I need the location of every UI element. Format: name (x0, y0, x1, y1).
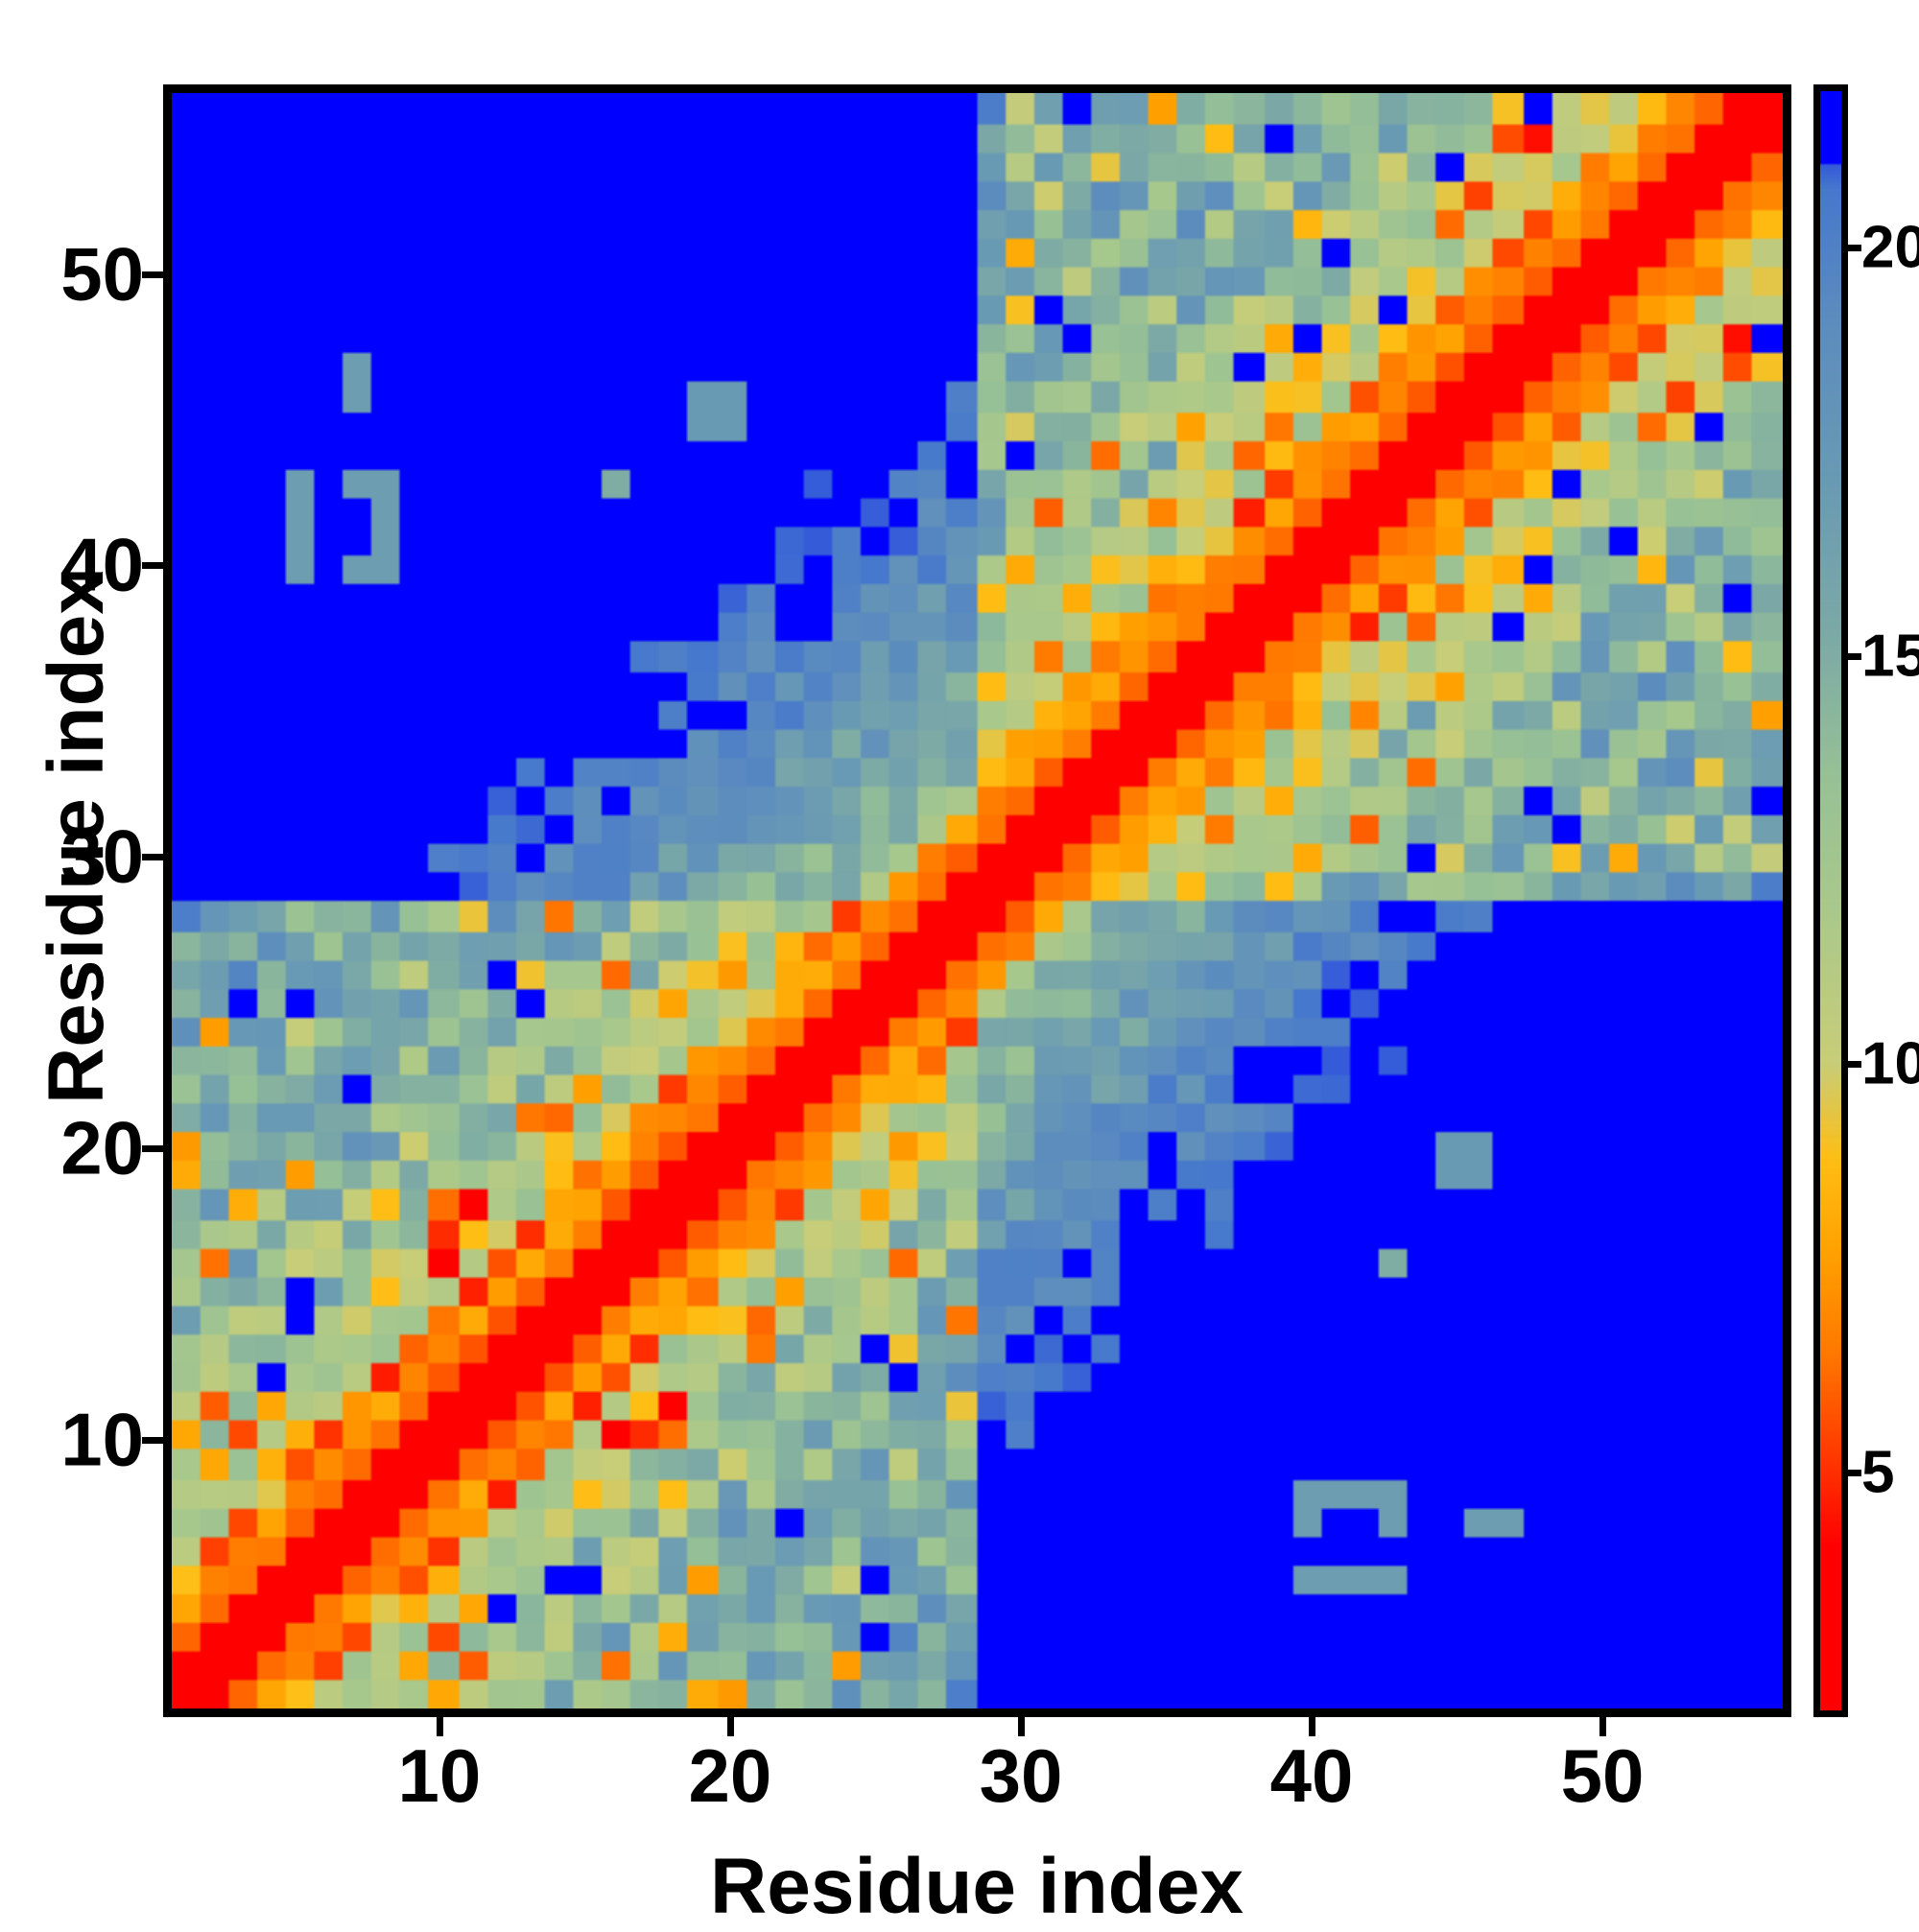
colorbar-tickmark (1846, 1469, 1861, 1476)
x-tick-label-10: 10 (397, 1733, 482, 1818)
colorbar-tick-label-20: 20 (1861, 214, 1919, 281)
contact-map-canvas (172, 93, 1783, 1708)
y-tickmark (142, 854, 163, 861)
x-tickmark (1599, 1717, 1607, 1736)
y-tick-label-20: 20 (60, 1105, 144, 1190)
y-tickmark (142, 271, 163, 278)
y-tickmark (142, 1437, 163, 1445)
x-tickmark (726, 1717, 734, 1736)
y-tick-label-30: 30 (60, 813, 144, 899)
y-tick-label-10: 10 (60, 1397, 144, 1482)
x-axis-title: Residue index (710, 1843, 1244, 1930)
colorbar-tick-label-10: 10 (1861, 1030, 1919, 1097)
x-tickmark (1308, 1717, 1315, 1736)
colorbar-tick-label-5: 5 (1861, 1439, 1895, 1506)
y-tickmark (142, 562, 163, 570)
y-tick-label-50: 50 (60, 231, 144, 317)
colorbar-tickmark (1846, 245, 1861, 252)
x-tick-label-20: 20 (688, 1733, 772, 1818)
y-tickmark (142, 1145, 163, 1153)
y-axis-title: Residue index (33, 571, 120, 1104)
colorbar-tickmark (1846, 652, 1861, 660)
heatmap-plot-area (163, 84, 1791, 1717)
colorbar-tickmark (1846, 1061, 1861, 1069)
colorbar (1813, 84, 1848, 1717)
x-tickmark (436, 1717, 443, 1736)
x-tick-label-30: 30 (979, 1733, 1063, 1818)
colorbar-tick-label-15: 15 (1861, 623, 1919, 690)
x-tickmark (1017, 1717, 1025, 1736)
y-tick-label-40: 40 (60, 522, 144, 607)
colorbar-gradient (1820, 91, 1841, 1710)
x-tick-label-50: 50 (1560, 1733, 1645, 1818)
x-tick-label-40: 40 (1269, 1733, 1354, 1818)
